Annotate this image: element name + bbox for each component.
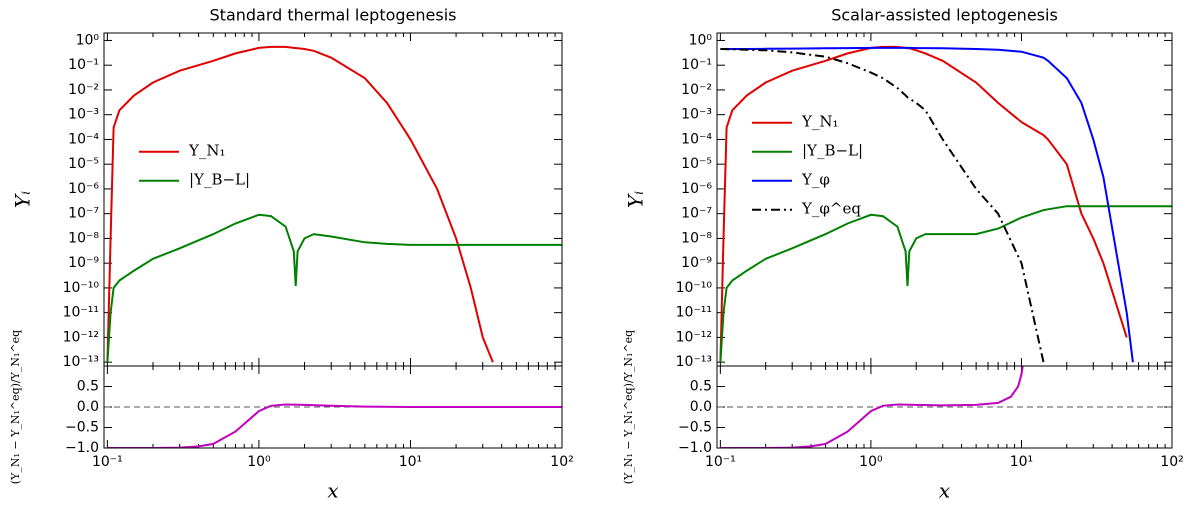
x-tick-label: 10¹: [399, 454, 422, 470]
x-axis-label: x: [327, 479, 338, 503]
legend-label: Y_N₁: [188, 142, 226, 160]
y-tick-label: −0.5: [678, 420, 712, 436]
series-line: [719, 45, 1128, 363]
y-tick-label: 10⁰: [76, 32, 100, 48]
y-tick-label: −1.0: [65, 440, 99, 456]
y-tick-label: 0.5: [77, 379, 99, 395]
series-line: [106, 213, 562, 363]
series-line: [107, 403, 562, 448]
y-axis-label: Yᵢ: [624, 191, 648, 208]
y-tick-label: 10⁻¹²: [63, 329, 99, 345]
plot-frame: [716, 365, 1173, 449]
y-tick-label: 10⁻¹¹: [676, 305, 712, 321]
series-line: [106, 45, 494, 363]
y-tick-label: 10⁻¹⁰: [63, 280, 100, 296]
y-tick-label: −1.0: [678, 440, 712, 456]
y-axis-label: (Y_N₁ − Y_N₁^eq)/Y_N₁^eq: [9, 330, 22, 484]
series-line: [720, 366, 1024, 448]
chart-title: Standard thermal leptogenesis: [210, 6, 457, 25]
legend-label: Y_φ^eq: [801, 200, 861, 218]
legend-label: Y_N₁: [801, 113, 839, 131]
x-tick-label: 10⁰: [859, 454, 883, 470]
y-tick-label: 10⁻⁸: [681, 230, 712, 246]
y-axis-label: (Y_N₁ − Y_N₁^eq)/Y_N₁^eq: [622, 330, 635, 484]
x-tick-label: 10⁻¹: [705, 454, 736, 470]
y-tick-label: 10⁻⁶: [68, 181, 99, 197]
y-tick-label: 10⁻¹³: [676, 354, 712, 370]
y-tick-label: 10⁻⁶: [681, 181, 712, 197]
y-tick-label: 10⁻¹: [681, 57, 712, 73]
plot-frame: [103, 32, 563, 367]
y-tick-label: 10⁻⁹: [68, 255, 99, 271]
y-tick-label: 10⁻¹: [68, 57, 99, 73]
legend-label: |Y_B−L|: [189, 171, 250, 189]
y-tick-label: 10⁻⁹: [681, 255, 712, 271]
legend-label: |Y_B−L|: [802, 142, 863, 160]
y-tick-label: 10⁻¹¹: [63, 305, 99, 321]
series-line: [720, 46, 1134, 363]
y-tick-label: 10⁻⁵: [681, 156, 712, 172]
y-tick-label: 10⁻²: [68, 82, 99, 98]
y-tick-label: 10⁻⁴: [68, 131, 99, 147]
x-tick-label: 10⁻¹: [92, 454, 123, 470]
y-tick-label: 0.0: [77, 399, 99, 415]
plot-frame: [716, 32, 1173, 367]
y-tick-label: 10⁻¹²: [676, 329, 712, 345]
x-tick-label: 10²: [1160, 454, 1183, 470]
chart-title: Scalar-assisted leptogenesis: [831, 6, 1058, 25]
y-tick-label: 10⁻²: [681, 82, 712, 98]
y-tick-label: 10⁻⁷: [681, 206, 712, 222]
legend-label: Y_φ: [801, 171, 830, 189]
y-tick-label: 10⁻³: [681, 107, 712, 123]
y-tick-label: 10⁻¹³: [63, 354, 99, 370]
y-tick-label: −0.5: [65, 420, 99, 436]
series-line: [719, 205, 1172, 363]
y-tick-label: 0.0: [690, 399, 712, 415]
y-tick-label: 10⁰: [689, 32, 713, 48]
series-line: [720, 48, 1045, 363]
x-axis-label: x: [939, 479, 950, 503]
plot-frame: [103, 365, 563, 449]
y-tick-label: 10⁻³: [68, 107, 99, 123]
x-tick-label: 10⁰: [247, 454, 271, 470]
x-tick-label: 10¹: [1010, 454, 1033, 470]
y-tick-label: 10⁻¹⁰: [676, 280, 713, 296]
y-tick-label: 10⁻⁵: [68, 156, 99, 172]
y-tick-label: 10⁻⁴: [681, 131, 712, 147]
y-tick-label: 10⁻⁷: [68, 206, 99, 222]
y-tick-label: 10⁻⁸: [68, 230, 99, 246]
y-tick-label: 0.5: [690, 379, 712, 395]
x-tick-label: 10²: [550, 454, 573, 470]
y-axis-label: Yᵢ: [11, 191, 35, 208]
